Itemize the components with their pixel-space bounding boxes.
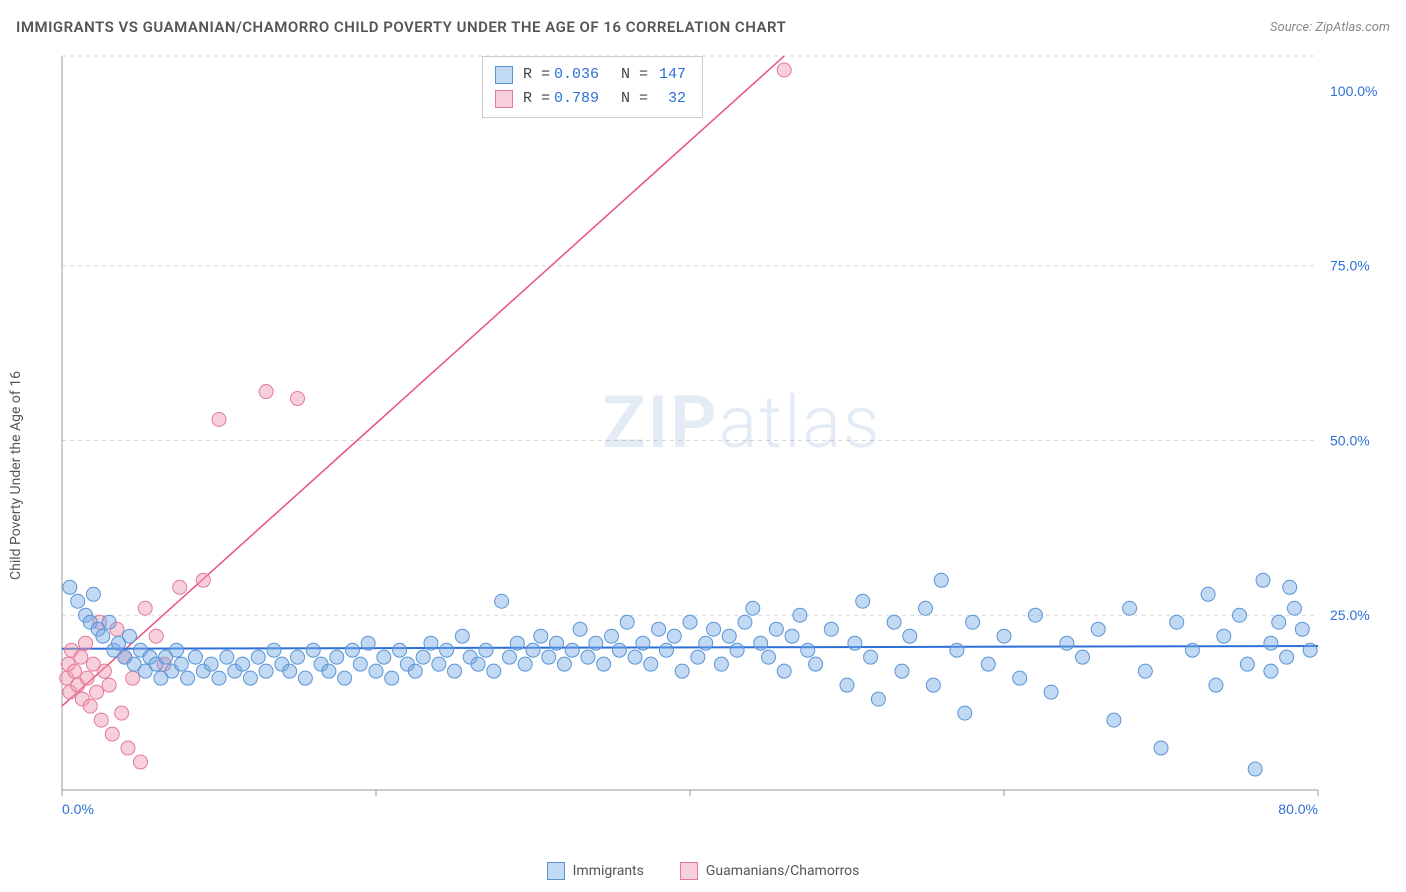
stats-row-guamanians: R = 0.789 N = 32 — [495, 87, 690, 111]
plot-area: 0.0%80.0%25.0%50.0%75.0%100.0% ZIPatlas … — [52, 50, 1388, 830]
legend: Immigrants Guamanians/Chamorros — [0, 862, 1406, 884]
svg-text:75.0%: 75.0% — [1330, 258, 1370, 274]
source-label: Source: ZipAtlas.com — [1270, 20, 1390, 35]
legend-item-guamanians: Guamanians/Chamorros — [680, 862, 860, 880]
stats-row-immigrants: R = 0.036 N = 147 — [495, 63, 690, 87]
legend-label: Immigrants — [573, 863, 644, 879]
legend-swatch-guamanians — [680, 862, 698, 880]
legend-item-immigrants: Immigrants — [547, 862, 644, 880]
svg-text:25.0%: 25.0% — [1330, 607, 1370, 623]
legend-label: Guamanians/Chamorros — [706, 863, 860, 879]
y-axis-label: Child Poverty Under the Age of 16 — [8, 371, 24, 580]
svg-text:100.0%: 100.0% — [1330, 83, 1377, 99]
legend-swatch-immigrants — [547, 862, 565, 880]
scatter-chart: 0.0% 80.0% 25.0% 50.0% 75.0% 100.0% — [52, 50, 1388, 830]
correlation-stats-box: R = 0.036 N = 147R = 0.789 N = 32 — [482, 56, 703, 118]
svg-text:80.0%: 80.0% — [1278, 801, 1318, 817]
svg-text:0.0%: 0.0% — [62, 801, 94, 817]
chart-title: IMMIGRANTS VS GUAMANIAN/CHAMORRO CHILD P… — [16, 18, 786, 36]
svg-text:50.0%: 50.0% — [1330, 432, 1370, 448]
